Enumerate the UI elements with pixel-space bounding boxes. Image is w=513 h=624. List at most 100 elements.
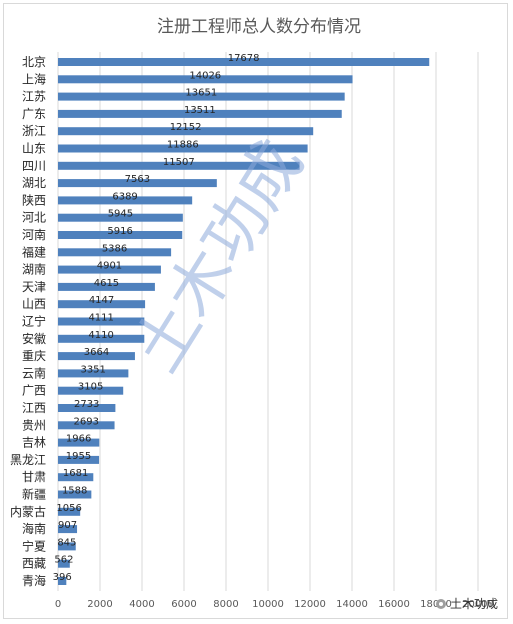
x-tick-label: 18000 [420, 599, 452, 610]
category-label: 湖南 [22, 262, 46, 277]
category-label: 甘肃 [22, 470, 46, 484]
data-label: 1681 [63, 468, 88, 479]
data-label: 845 [57, 537, 76, 548]
category-label: 贵州 [22, 418, 46, 432]
data-label: 4110 [88, 330, 113, 341]
data-label: 3664 [84, 347, 109, 358]
x-tick-label: 6000 [171, 599, 196, 610]
bar [58, 144, 308, 153]
category-labels: 北京上海江苏广东浙江山东四川湖北陕西河北河南福建湖南天津山西辽宁安徽重庆云南广西… [10, 55, 46, 588]
bar [58, 559, 70, 568]
data-label: 12152 [170, 122, 202, 133]
category-label: 安徽 [22, 331, 46, 346]
data-label: 17678 [228, 53, 260, 64]
bar [58, 490, 92, 499]
bar [58, 58, 430, 66]
brand-icon-center [439, 602, 443, 606]
category-label: 江苏 [22, 90, 46, 104]
x-tick-label: 14000 [336, 599, 368, 610]
category-label: 山西 [22, 297, 46, 311]
data-label: 907 [58, 520, 77, 531]
bars [58, 58, 430, 585]
bar [58, 265, 161, 274]
x-tick-label: 4000 [129, 599, 154, 610]
category-label: 浙江 [22, 124, 46, 138]
category-label: 云南 [22, 365, 46, 380]
data-label: 1966 [66, 434, 91, 445]
data-label: 4615 [94, 278, 119, 289]
category-label: 重庆 [22, 349, 46, 363]
bar [58, 75, 353, 84]
bar [58, 231, 183, 239]
bar [58, 334, 145, 343]
bar [58, 386, 124, 395]
data-label: 5945 [108, 209, 133, 220]
chart-title: 注册工程师总人数分布情况 [157, 17, 361, 37]
data-label: 4111 [88, 313, 113, 324]
data-label: 11886 [167, 140, 199, 151]
brand-label: 土木功成 [450, 597, 498, 611]
data-label: 14026 [189, 70, 221, 81]
category-label: 广西 [22, 384, 46, 398]
bar [58, 213, 183, 222]
bar [58, 196, 193, 205]
category-label: 广东 [22, 107, 46, 121]
data-label: 2733 [74, 399, 99, 410]
data-label: 562 [54, 555, 73, 566]
category-label: 河南 [22, 227, 46, 242]
bar [58, 438, 100, 447]
category-label: 福建 [22, 244, 46, 259]
category-label: 青海 [22, 573, 46, 588]
bar [58, 161, 300, 170]
bar [58, 248, 172, 257]
category-label: 海南 [22, 521, 46, 536]
bar [58, 525, 78, 534]
x-tick-label: 10000 [252, 599, 284, 610]
bar [58, 317, 145, 326]
x-tick-label: 20000 [462, 599, 494, 610]
x-tick-label: 2000 [87, 599, 112, 610]
data-label: 4901 [97, 261, 122, 272]
x-tick-label: 12000 [294, 599, 326, 610]
category-label: 湖北 [22, 175, 46, 190]
x-tick-label: 16000 [378, 599, 410, 610]
x-tick-label: 0 [55, 599, 61, 610]
bar [58, 352, 135, 361]
bar [58, 300, 146, 309]
category-label: 宁夏 [22, 538, 46, 553]
data-label: 13511 [184, 105, 216, 116]
data-label: 5386 [102, 243, 127, 254]
data-label: 3105 [78, 382, 103, 393]
category-label: 河北 [22, 211, 46, 225]
category-label: 天津 [22, 280, 46, 294]
bar [58, 577, 67, 585]
category-label: 上海 [22, 71, 46, 86]
category-label: 江西 [22, 401, 46, 415]
category-label: 北京 [22, 55, 46, 69]
data-label: 2693 [74, 416, 99, 427]
bar [58, 179, 217, 188]
category-label: 山东 [22, 142, 46, 156]
chart-frame: 注册工程师总人数分布情况 北京 上海 江苏 广东 浙江 山东 四川 湖北 陕西 河北 河南 福建 湖南天… [3, 3, 508, 619]
category-label: 内蒙古 [10, 504, 46, 519]
data-label: 396 [53, 572, 72, 583]
data-label: 1588 [62, 486, 87, 497]
bar [58, 369, 129, 378]
data-label: 6389 [112, 191, 137, 202]
bar [58, 507, 81, 516]
category-label: 辽宁 [22, 314, 46, 329]
category-label: 四川 [22, 159, 46, 173]
brand-badge: 土木功成 [436, 597, 498, 611]
data-label: 4147 [89, 295, 114, 306]
data-label: 11507 [163, 157, 195, 168]
bar [58, 404, 116, 412]
bar [58, 282, 155, 291]
bar [58, 421, 115, 430]
bar [58, 127, 314, 136]
data-label: 1056 [56, 503, 81, 514]
bar [58, 109, 342, 118]
category-label: 吉林 [22, 436, 46, 450]
bar [58, 92, 345, 101]
grid-lines [57, 52, 479, 591]
bar [58, 455, 100, 464]
